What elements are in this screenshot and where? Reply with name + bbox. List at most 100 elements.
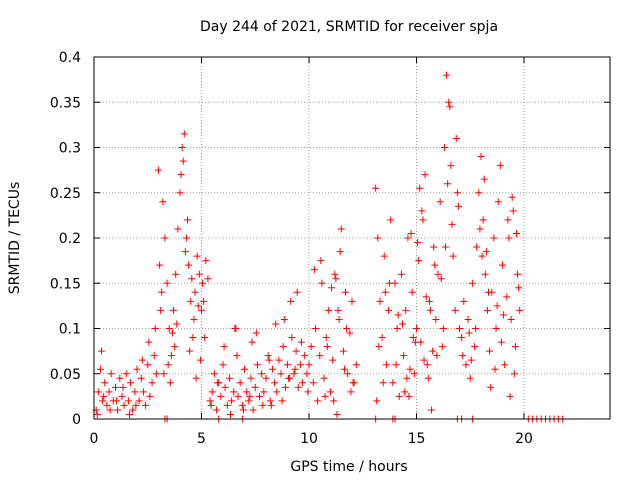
data-point [380,252,388,260]
data-point [401,388,409,396]
data-point [392,361,400,369]
x-axis-label: GPS time / hours [290,459,407,475]
data-point [273,388,281,396]
data-point [148,379,156,387]
data-point [314,397,322,405]
data-point [378,334,386,342]
data-point [496,162,504,170]
data-point [120,401,128,409]
data-point [112,383,119,391]
data-point [291,365,299,373]
data-point [100,392,108,400]
data-point [323,343,331,351]
data-point [452,134,460,142]
data-point [221,383,229,391]
data-point [479,216,487,224]
data-point [303,370,311,378]
data-point [150,352,158,360]
data-point [483,306,491,314]
data-point [472,325,480,332]
data-point [385,306,393,314]
data-point [264,352,272,360]
data-point [243,388,251,396]
data-point [307,343,315,351]
data-point [265,356,273,364]
data-point [426,306,434,314]
data-point [404,234,412,242]
data-point [195,270,203,278]
data-point [163,279,171,287]
data-point [171,343,179,351]
data-point [464,315,472,323]
data-point [320,374,328,382]
data-point [294,383,302,391]
data-point [191,288,199,296]
data-point [133,365,141,373]
data-point [165,325,173,332]
data-point [411,338,419,346]
data-point [177,171,185,179]
data-point [507,315,515,323]
data-point [248,338,256,346]
data-point [514,270,522,278]
data-point [188,275,196,283]
data-point [266,397,274,405]
data-point [113,397,121,405]
data-point [485,288,493,296]
data-point [346,329,354,337]
data-point [400,352,408,360]
data-point [301,352,309,360]
y-tick-label: 0 [72,412,81,428]
data-point [381,288,389,296]
data-point [241,365,248,373]
data-point [179,157,187,165]
data-point [127,379,135,387]
data-point [132,401,140,409]
x-tick-label: 0 [90,431,99,447]
data-point [493,302,501,310]
data-point [311,325,319,332]
data-point [442,243,450,251]
data-point [225,374,233,382]
data-point [494,198,502,206]
data-point [131,388,139,396]
data-point [492,325,500,332]
data-point [510,370,518,378]
data-point [512,229,520,237]
data-point [332,275,340,283]
data-point [174,225,182,233]
data-point [201,334,209,342]
data-point [96,365,104,373]
data-point [497,338,505,346]
data-point [155,166,162,174]
x-tick-label: 15 [408,431,426,447]
grid-lines [94,57,610,419]
data-point [336,248,344,256]
data-point [443,71,451,79]
data-point [196,356,204,364]
data-point [425,297,433,305]
data-point [478,252,486,260]
data-point [424,374,432,382]
data-point [297,338,305,346]
data-point [379,379,387,387]
data-point [271,379,279,387]
data-point [285,374,293,382]
data-point [172,270,180,278]
data-point [499,261,506,269]
data-point [456,325,463,332]
data-point [454,202,462,210]
data-point [116,374,124,382]
data-point [204,275,212,283]
data-point [228,397,236,405]
data-point [219,361,227,369]
data-point [129,406,137,414]
data-point [176,189,184,197]
data-point [160,370,168,378]
data-point [214,379,222,387]
data-point [122,370,130,378]
axis-ticks: 0 5 10 15 20 0 0.05 0.1 0.15 0.2 0.25 0.3 0.35 0.4 [50,50,610,447]
data-point [296,361,304,369]
data-point [372,184,380,192]
data-point [503,293,511,301]
